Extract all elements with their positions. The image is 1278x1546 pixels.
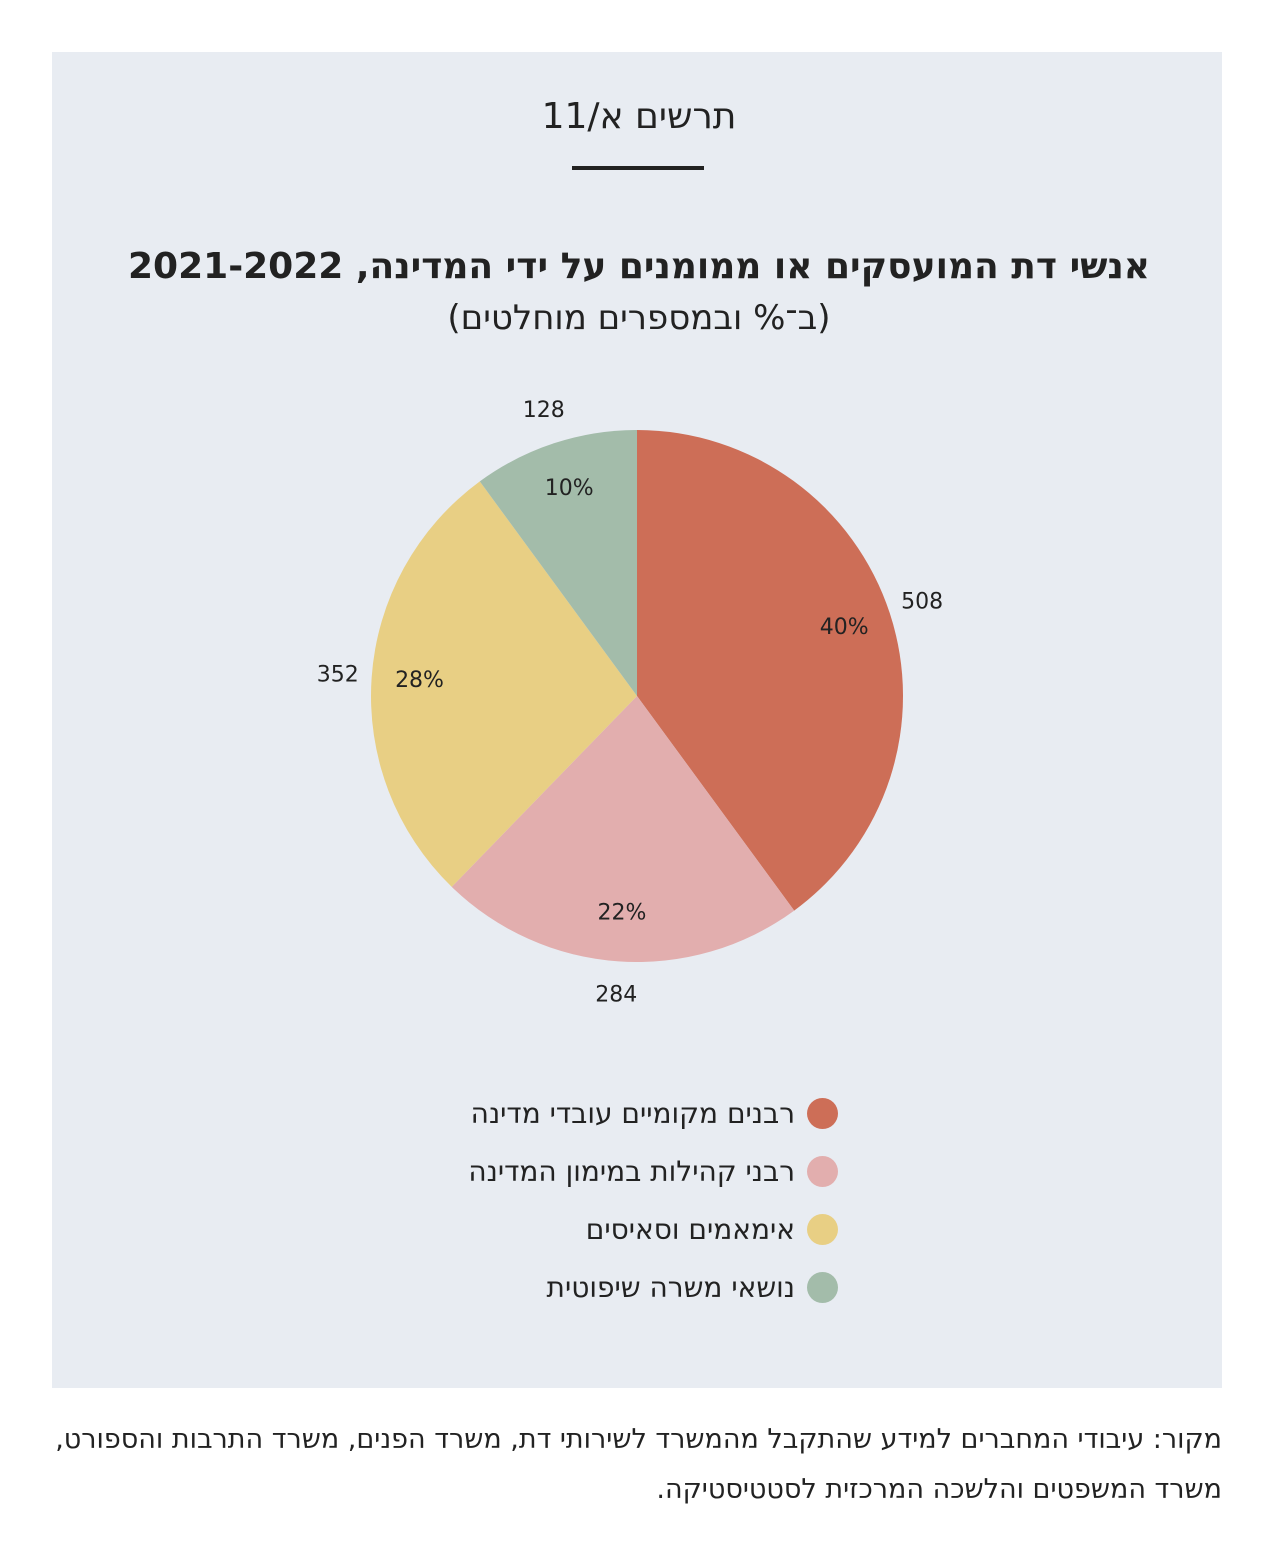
legend: רבנים מקומיים עובדי מדינה רבני קהילות במ… bbox=[468, 1090, 838, 1322]
legend-label: אימאמים וסאיסים bbox=[585, 1212, 795, 1246]
slice-count-label: 128 bbox=[523, 398, 565, 423]
legend-swatch bbox=[807, 1271, 838, 1303]
chart-title: אנשי דת המועסקים או ממומנים על ידי המדינ… bbox=[128, 246, 1150, 287]
slice-percent-label: 22% bbox=[597, 900, 646, 925]
slice-percent-label: 10% bbox=[545, 476, 594, 501]
pie-slice bbox=[371, 481, 637, 887]
legend-swatch bbox=[807, 1097, 838, 1129]
legend-item: רבנים מקומיים עובדי מדינה bbox=[468, 1090, 838, 1136]
legend-label: נושאי משרה שיפוטית bbox=[546, 1270, 795, 1304]
pie-slice bbox=[637, 430, 903, 911]
slice-percent-label: 40% bbox=[820, 615, 869, 640]
legend-label: רבנים מקומיים עובדי מדינה bbox=[470, 1096, 795, 1130]
title-divider bbox=[572, 166, 704, 170]
legend-item: נושאי משרה שיפוטית bbox=[468, 1264, 838, 1310]
legend-label: רבני קהילות במימון המדינה bbox=[468, 1154, 795, 1188]
legend-item: רבני קהילות במימון המדינה bbox=[468, 1148, 838, 1194]
slice-count-label: 508 bbox=[901, 590, 943, 615]
chart-subtitle: (ב־% ובמספרים מוחלטים) bbox=[447, 298, 831, 338]
legend-item: אימאמים וסאיסים bbox=[468, 1206, 838, 1252]
pie-slice bbox=[451, 696, 795, 962]
slice-count-label: 284 bbox=[595, 982, 637, 1007]
legend-swatch bbox=[807, 1155, 838, 1187]
pie-slice bbox=[479, 430, 637, 696]
source-note: מקור: עיבודי המחברים למידע שהתקבל מהמשרד… bbox=[55, 1424, 1222, 1505]
figure-number: תרשים א/11 bbox=[541, 96, 737, 137]
slice-percent-label: 28% bbox=[395, 668, 444, 693]
legend-swatch bbox=[807, 1213, 838, 1245]
slice-count-label: 352 bbox=[317, 662, 359, 687]
